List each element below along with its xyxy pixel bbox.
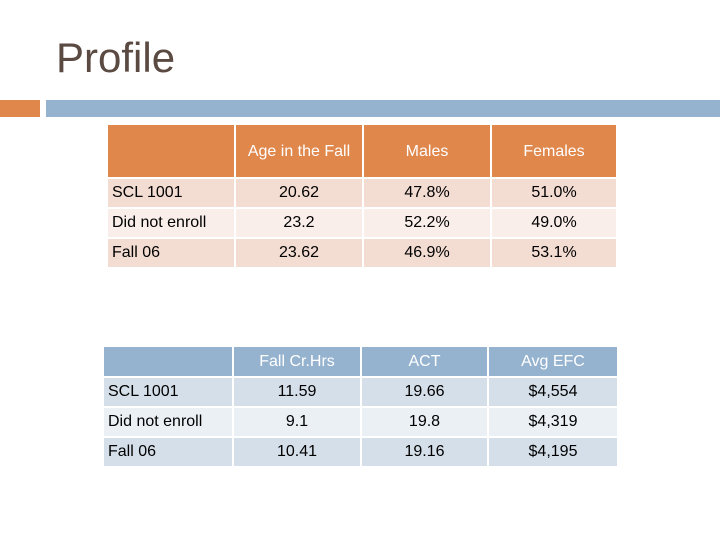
header-cell-credit-hours: Fall Cr.Hrs bbox=[234, 347, 360, 376]
header-cell-males: Males bbox=[364, 125, 490, 177]
cell-females: 51.0% bbox=[492, 179, 616, 207]
cell-females: 49.0% bbox=[492, 209, 616, 237]
cell-credit-hours: 11.59 bbox=[234, 378, 360, 406]
row-label: Fall 06 bbox=[104, 438, 232, 466]
row-label: Did not enroll bbox=[108, 209, 234, 237]
cell-age: 23.2 bbox=[236, 209, 362, 237]
cell-avg-efc: $4,319 bbox=[489, 408, 617, 436]
slide-title: Profile bbox=[56, 34, 176, 81]
header-cell-act: ACT bbox=[362, 347, 487, 376]
cell-act: 19.16 bbox=[362, 438, 487, 466]
profile-table-academics: Fall Cr.Hrs ACT Avg EFC SCL 1001 11.59 1… bbox=[102, 345, 619, 468]
header-cell-empty bbox=[104, 347, 232, 376]
accent-bar-blue bbox=[46, 100, 720, 117]
cell-age: 20.62 bbox=[236, 179, 362, 207]
table-row: Did not enroll 9.1 19.8 $4,319 bbox=[104, 408, 617, 436]
table-row: Fall 06 23.62 46.9% 53.1% bbox=[108, 239, 616, 267]
row-label: Did not enroll bbox=[104, 408, 232, 436]
cell-avg-efc: $4,195 bbox=[489, 438, 617, 466]
header-cell-empty bbox=[108, 125, 234, 177]
cell-credit-hours: 9.1 bbox=[234, 408, 360, 436]
table-row: Fall 06 10.41 19.16 $4,195 bbox=[104, 438, 617, 466]
table-header-row: Fall Cr.Hrs ACT Avg EFC bbox=[104, 347, 617, 376]
cell-males: 47.8% bbox=[364, 179, 490, 207]
row-label: SCL 1001 bbox=[104, 378, 232, 406]
row-label: Fall 06 bbox=[108, 239, 234, 267]
table-row: SCL 1001 11.59 19.66 $4,554 bbox=[104, 378, 617, 406]
row-label: SCL 1001 bbox=[108, 179, 234, 207]
table-row: Did not enroll 23.2 52.2% 49.0% bbox=[108, 209, 616, 237]
cell-avg-efc: $4,554 bbox=[489, 378, 617, 406]
cell-credit-hours: 10.41 bbox=[234, 438, 360, 466]
table-row: SCL 1001 20.62 47.8% 51.0% bbox=[108, 179, 616, 207]
cell-males: 46.9% bbox=[364, 239, 490, 267]
header-cell-avg-efc: Avg EFC bbox=[489, 347, 617, 376]
cell-act: 19.8 bbox=[362, 408, 487, 436]
profile-table-demographics: Age in the Fall Males Females SCL 1001 2… bbox=[106, 123, 618, 269]
cell-age: 23.62 bbox=[236, 239, 362, 267]
table-header-row: Age in the Fall Males Females bbox=[108, 125, 616, 177]
header-cell-age: Age in the Fall bbox=[236, 125, 362, 177]
cell-males: 52.2% bbox=[364, 209, 490, 237]
cell-act: 19.66 bbox=[362, 378, 487, 406]
header-cell-females: Females bbox=[492, 125, 616, 177]
accent-bar-orange bbox=[0, 100, 40, 117]
cell-females: 53.1% bbox=[492, 239, 616, 267]
